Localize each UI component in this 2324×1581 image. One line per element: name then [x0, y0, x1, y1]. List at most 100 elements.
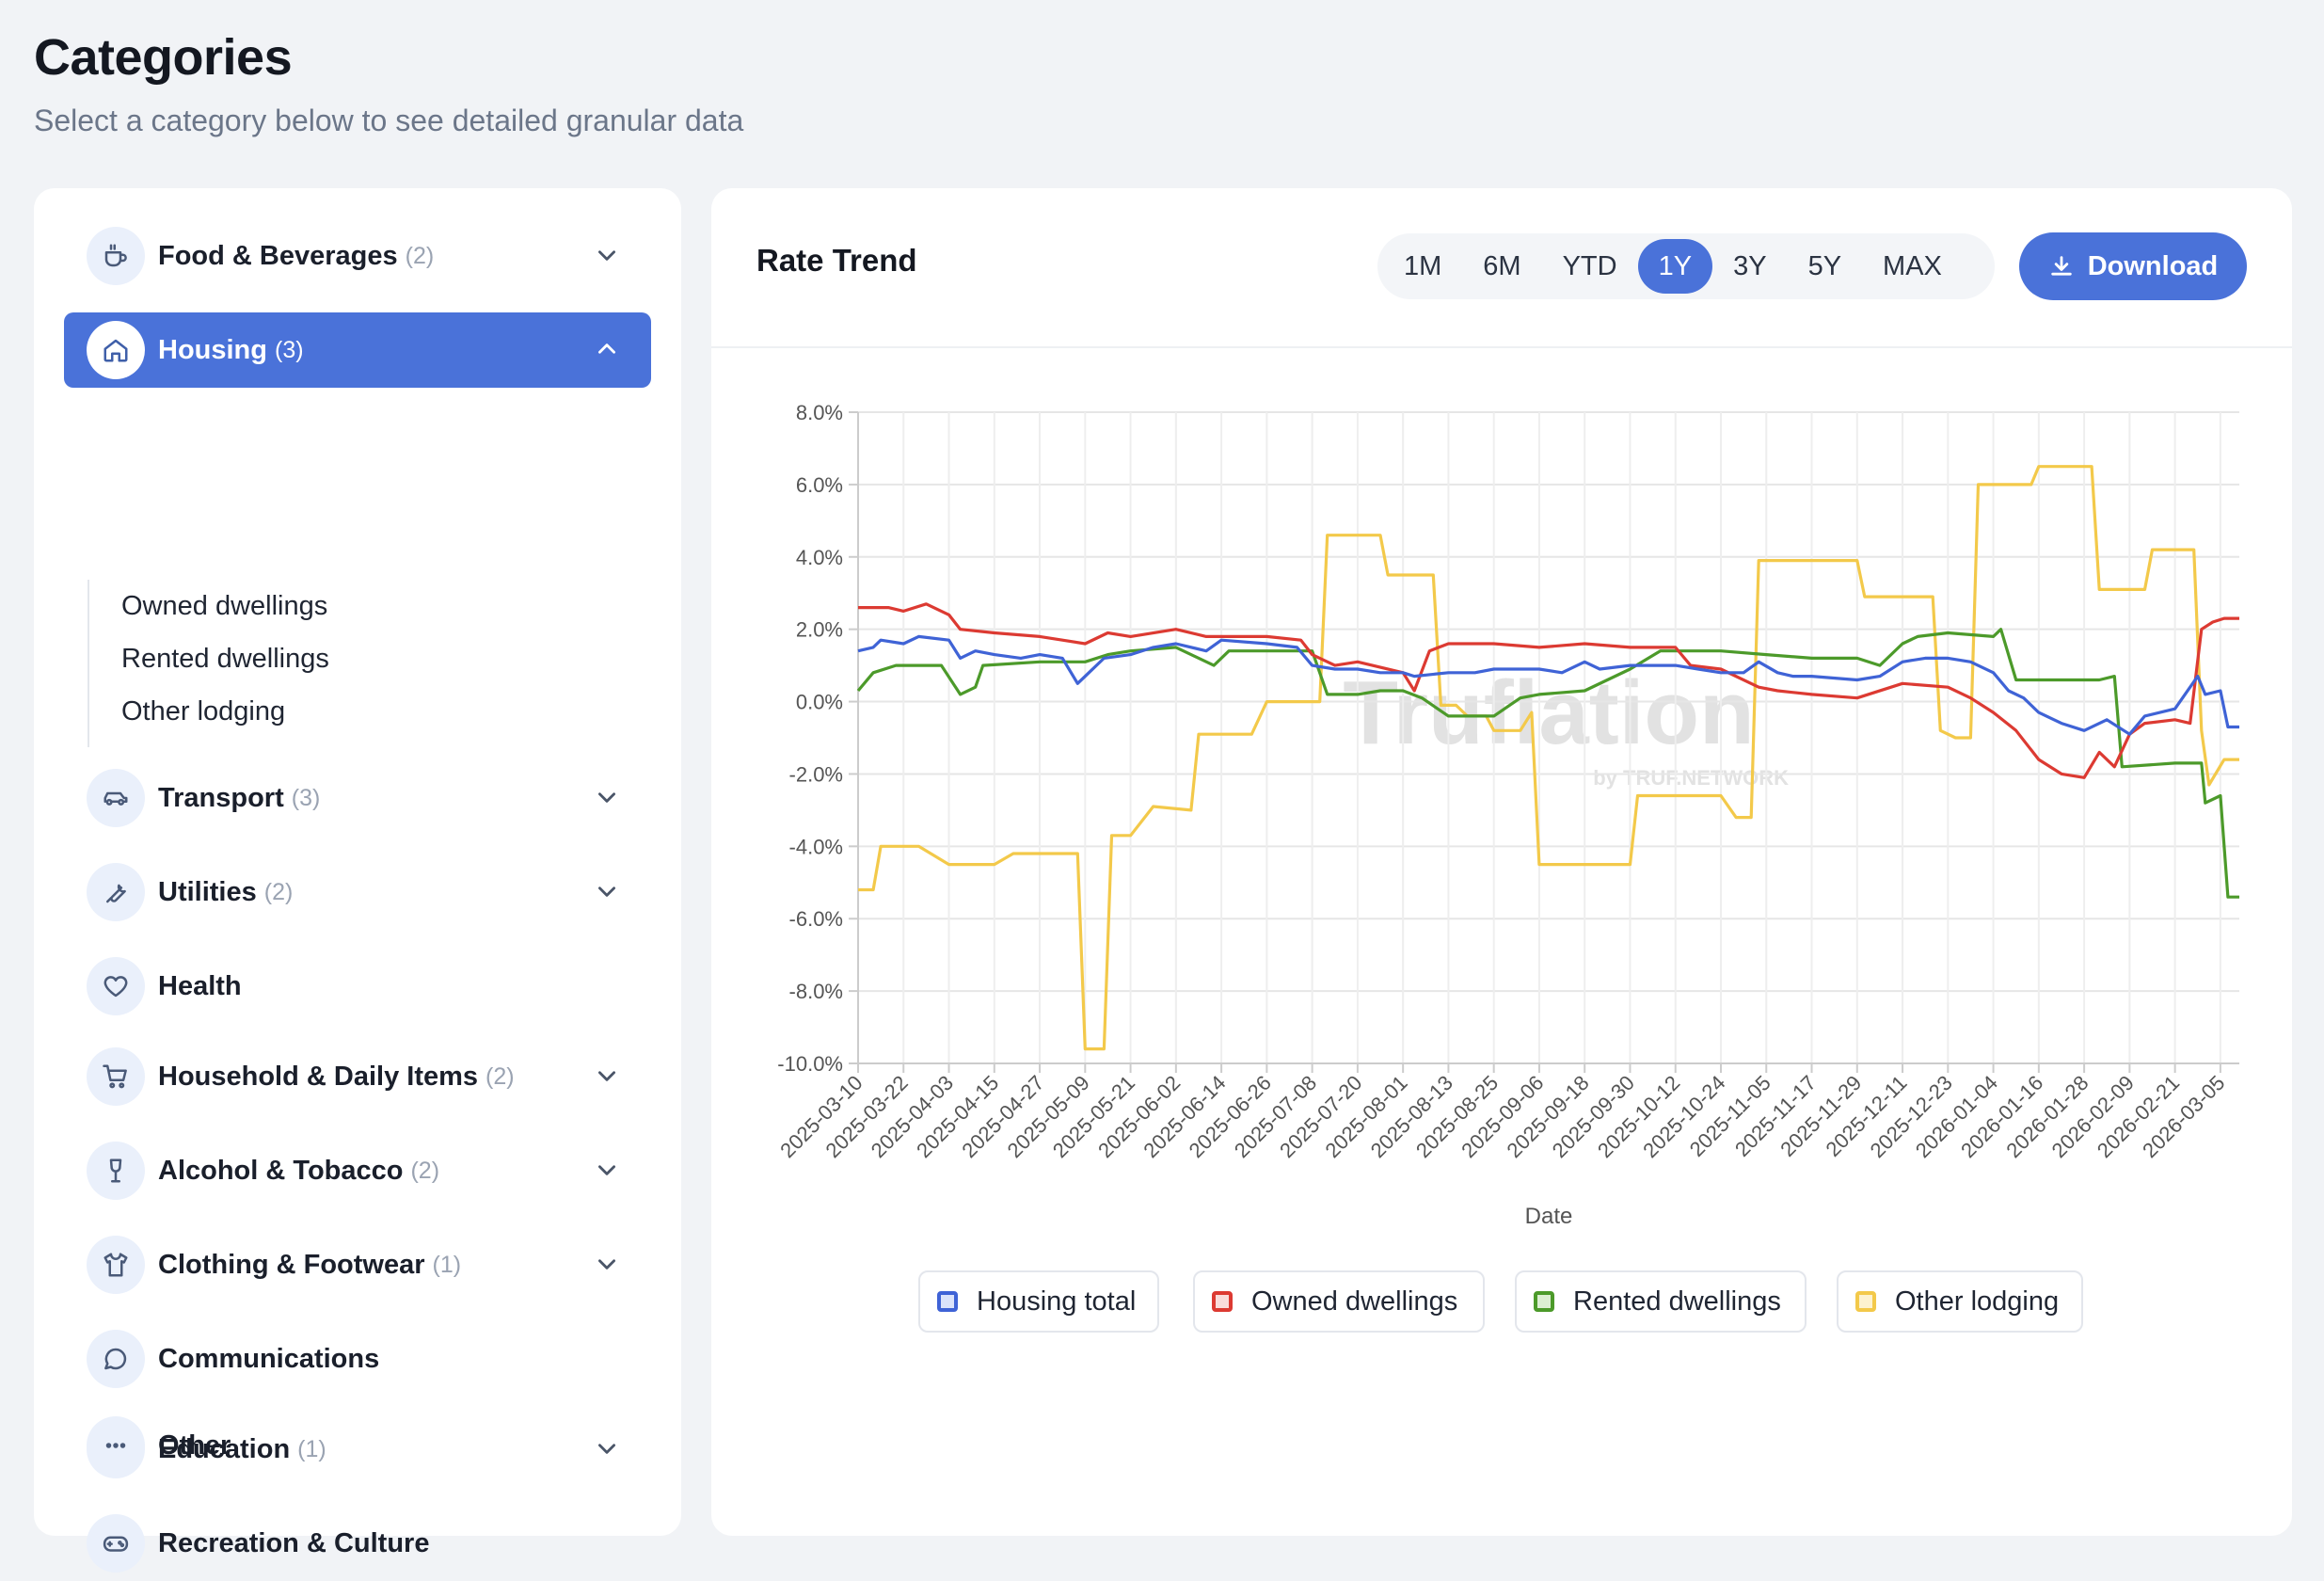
housing-subcategory-list: Owned dwellings Rented dwellings Other l…	[88, 580, 616, 747]
gamepad-icon	[87, 1514, 145, 1573]
category-household-daily-items[interactable]: Household & Daily Items (2)	[64, 1039, 651, 1114]
chat-icon	[87, 1330, 145, 1388]
series-other-lodging-line	[858, 465, 2239, 1051]
chevron-down-icon[interactable]	[595, 1063, 619, 1088]
download-label: Download	[2087, 250, 2219, 281]
watermark-logo-text: Truflation	[1343, 663, 1754, 763]
category-count: (3)	[291, 784, 321, 811]
series-owned-dwellings-line	[858, 602, 2239, 779]
y-tick-label: 0.0%	[796, 691, 843, 714]
chevron-up-icon[interactable]	[595, 337, 619, 361]
category-label: Transport	[158, 782, 284, 813]
category-count: (2)	[410, 1157, 440, 1184]
panel-title: Rate Trend	[756, 243, 917, 278]
category-label: Education	[158, 1433, 291, 1464]
category-other[interactable]: Other	[64, 1408, 651, 1483]
subcategory-other-lodging[interactable]: Other lodging	[121, 696, 286, 727]
category-transport[interactable]: Transport (3)	[64, 760, 651, 836]
series-housing-total-line	[857, 634, 2239, 736]
category-count: (3)	[275, 336, 304, 363]
y-tick-label: 6.0%	[796, 473, 843, 497]
category-count: (1)	[297, 1435, 326, 1462]
shirt-icon	[87, 1236, 145, 1294]
legend-swatch	[937, 1291, 958, 1312]
chevron-down-icon[interactable]	[595, 785, 619, 809]
legend-housing-total[interactable]: Housing total	[918, 1270, 1159, 1333]
chevron-down-icon[interactable]	[595, 1252, 619, 1276]
category-label: Health	[158, 970, 242, 1001]
legend-label: Rented dwellings	[1573, 1286, 1781, 1317]
chevron-down-icon[interactable]	[595, 879, 619, 903]
more-icon	[87, 1416, 145, 1475]
category-label: Recreation & Culture	[158, 1527, 430, 1558]
y-tick-label: 2.0%	[796, 618, 843, 642]
range-1y[interactable]: 1Y	[1637, 239, 1713, 294]
car-icon	[87, 769, 145, 827]
series-rented-dwellings-line	[856, 628, 2239, 899]
category-communications[interactable]: Communications	[64, 1321, 651, 1397]
subcategory-owned-dwellings[interactable]: Owned dwellings	[121, 591, 328, 621]
range-max[interactable]: MAX	[1883, 251, 1942, 281]
download-icon	[2050, 256, 2072, 276]
y-tick-label: -2.0%	[789, 762, 843, 786]
category-sidebar: Food & Beverages (2) Housing (3) Owned d…	[34, 188, 681, 1573]
category-label: Alcohol & Tobacco	[158, 1155, 404, 1186]
chevron-down-icon[interactable]	[595, 243, 619, 267]
range-1m[interactable]: 1M	[1404, 251, 1442, 281]
category-label: Other	[158, 1429, 231, 1461]
time-range-selector: 1M 6M YTD 1Y 3Y 5Y MAX	[1377, 233, 1995, 299]
page-title: Categories	[34, 29, 293, 86]
page-header: Categories Select a category below to se…	[34, 28, 743, 138]
y-tick-label: -6.0%	[789, 907, 843, 931]
category-label: Food & Beverages	[158, 240, 398, 271]
page-subtitle: Select a category below to see detailed …	[34, 104, 744, 137]
download-button[interactable]: Download	[2019, 232, 2247, 300]
category-label: Utilities	[158, 876, 257, 907]
category-housing[interactable]: Housing (3)	[64, 312, 651, 388]
home-icon	[87, 321, 145, 379]
legend-label: Other lodging	[1895, 1286, 2060, 1317]
watermark-sub-text: by TRUF.NETWORK	[1593, 766, 1789, 790]
category-count: (2)	[485, 1062, 515, 1090]
chevron-down-icon[interactable]	[595, 1158, 619, 1182]
x-axis-title: Date	[1525, 1204, 1573, 1229]
category-label: Household & Daily Items	[158, 1061, 479, 1092]
cart-icon	[87, 1047, 145, 1106]
range-3y[interactable]: 3Y	[1733, 251, 1767, 281]
chevron-down-icon[interactable]	[595, 1436, 619, 1461]
category-label: Communications	[158, 1343, 380, 1374]
heart-icon	[87, 957, 145, 1015]
legend-swatch	[1534, 1291, 1554, 1312]
category-recreation-culture[interactable]: Recreation & Culture	[64, 1506, 651, 1581]
y-tick-label: -8.0%	[789, 980, 843, 1003]
y-tick-label: 8.0%	[796, 401, 843, 424]
category-alcohol-tobacco[interactable]: Alcohol & Tobacco (2)	[64, 1133, 651, 1208]
rate-trend-panel: Rate Trend 1M 6M YTD 1Y 3Y 5Y MAX Downlo…	[711, 188, 2292, 1536]
category-label: Housing	[158, 334, 267, 365]
range-ytd[interactable]: YTD	[1562, 251, 1617, 281]
rate-trend-chart: Truflation by TRUF.NETWORK 8.0% 6.0% 4.0% 2.0…	[775, 401, 2239, 1229]
category-utilities[interactable]: Utilities (2)	[64, 854, 651, 930]
panel-header: Rate Trend 1M 6M YTD 1Y 3Y 5Y MAX Downlo…	[711, 188, 2292, 348]
y-tick-label: 4.0%	[796, 546, 843, 569]
legend-swatch	[1212, 1291, 1233, 1312]
range-5y[interactable]: 5Y	[1807, 251, 1842, 281]
cup-icon	[87, 227, 145, 285]
legend-label: Owned dwellings	[1251, 1286, 1458, 1317]
category-food-beverages[interactable]: Food & Beverages (2)	[64, 218, 651, 294]
y-tick-label: -10.0%	[777, 1052, 843, 1076]
legend-rented-dwellings[interactable]: Rented dwellings	[1515, 1270, 1807, 1333]
y-tick-label: -4.0%	[789, 835, 843, 858]
range-6m[interactable]: 6M	[1483, 251, 1521, 281]
category-health[interactable]: Health	[64, 949, 651, 1024]
category-count: (2)	[405, 242, 435, 269]
wrench-icon	[87, 863, 145, 921]
wine-icon	[87, 1142, 145, 1200]
legend-label: Housing total	[977, 1286, 1137, 1317]
subcategory-rented-dwellings[interactable]: Rented dwellings	[121, 644, 329, 674]
category-label: Clothing & Footwear	[158, 1249, 425, 1280]
category-clothing-footwear[interactable]: Clothing & Footwear (1)	[64, 1227, 651, 1302]
legend-owned-dwellings[interactable]: Owned dwellings	[1193, 1270, 1485, 1333]
legend-other-lodging[interactable]: Other lodging	[1837, 1270, 2083, 1333]
legend-swatch	[1855, 1291, 1876, 1312]
